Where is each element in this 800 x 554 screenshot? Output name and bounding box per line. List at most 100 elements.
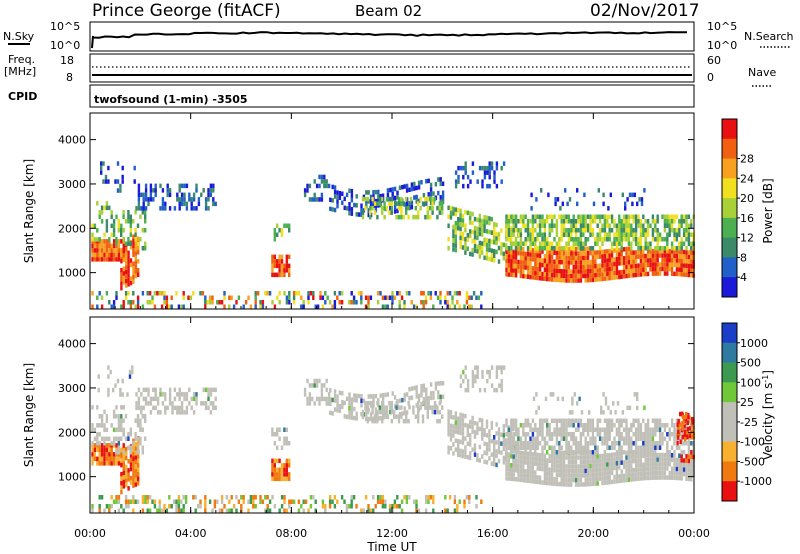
heatmap-cell	[91, 248, 94, 253]
heatmap-cell	[488, 447, 491, 452]
heatmap-cell	[584, 273, 587, 279]
heatmap-cell	[507, 467, 511, 472]
heatmap-cell	[264, 508, 267, 513]
heatmap-cell	[288, 458, 291, 464]
heatmap-cell	[562, 278, 566, 283]
heatmap-cell	[285, 427, 288, 432]
heatmap-cell	[638, 197, 641, 202]
heatmap-cell	[610, 441, 614, 446]
heatmap-cell	[119, 392, 122, 397]
heatmap-cell	[627, 237, 631, 242]
heatmap-cell	[100, 219, 104, 224]
heatmap-cell	[96, 432, 99, 437]
heatmap-cell	[103, 243, 106, 249]
heatmap-cell	[507, 258, 511, 264]
heatmap-cell	[132, 461, 135, 466]
heatmap-cell	[441, 210, 444, 215]
heatmap-cell	[183, 392, 186, 397]
heatmap-cell	[666, 253, 669, 258]
heatmap-cell	[639, 241, 643, 246]
heatmap-cell	[522, 241, 525, 246]
heatmap-cell	[414, 414, 417, 419]
heatmap-cell	[379, 193, 382, 199]
heatmap-cell	[637, 462, 640, 468]
heatmap-cell	[202, 401, 205, 406]
cpid-text: twofsound (1-min) -3505	[94, 93, 248, 106]
nsky-panel: N.Sky 10^5 10^0 10^5 10^0 N.Search	[3, 20, 794, 52]
heatmap-cell	[446, 291, 449, 296]
heatmap-cell	[139, 237, 142, 242]
colorbar-tick-label: 8	[740, 251, 747, 264]
heatmap-cell	[447, 445, 450, 450]
heatmap-cell	[393, 504, 397, 509]
heatmap-cell	[103, 447, 106, 453]
heatmap-cell	[136, 450, 140, 455]
heatmap-cell	[211, 295, 214, 300]
heatmap-cell	[125, 278, 128, 284]
heatmap-cell	[173, 387, 177, 393]
heatmap-cell	[178, 197, 181, 202]
heatmap-cell	[103, 409, 106, 415]
heatmap-cell	[220, 508, 224, 513]
heatmap-cell	[192, 291, 195, 296]
heatmap-cell	[618, 432, 621, 437]
heatmap-cell	[447, 409, 450, 414]
heatmap-cell	[602, 392, 605, 397]
heatmap-cell	[613, 232, 616, 237]
heatmap-cell	[586, 432, 590, 437]
heatmap-cell	[208, 295, 212, 300]
heatmap-cell	[273, 463, 276, 468]
heatmap-cell	[324, 504, 327, 509]
heatmap-cell	[546, 432, 549, 437]
heatmap-cell	[549, 392, 552, 397]
heatmap-cell	[622, 228, 626, 233]
heatmap-cell	[678, 453, 681, 458]
heatmap-cell	[194, 495, 197, 500]
heatmap-cell	[318, 401, 321, 406]
heatmap-cell	[156, 410, 160, 415]
heatmap-cell	[142, 197, 145, 202]
heatmap-cell	[465, 295, 469, 300]
heatmap-cell	[381, 415, 385, 420]
heatmap-cell	[170, 295, 173, 300]
heatmap-cell	[490, 161, 494, 166]
heatmap-cell	[596, 423, 599, 428]
heatmap-cell	[690, 463, 693, 468]
heatmap-cell	[461, 417, 465, 423]
heatmap-cell	[264, 291, 267, 296]
colorbar-tick-label: -100	[740, 436, 765, 449]
heatmap-cell	[478, 417, 481, 423]
heatmap-cell	[483, 228, 486, 233]
heatmap-cell	[168, 401, 172, 406]
heatmap-cell	[608, 466, 611, 471]
heatmap-cell	[127, 277, 130, 283]
heatmap-cell	[127, 300, 130, 305]
heatmap-cell	[627, 214, 631, 219]
heatmap-cell	[656, 232, 659, 237]
heatmap-cell	[91, 456, 94, 462]
heatmap-cell	[608, 266, 611, 272]
heatmap-cell	[541, 219, 544, 224]
heatmap-cell	[632, 450, 635, 455]
heatmap-cell	[627, 445, 631, 450]
heatmap-cell	[373, 414, 377, 419]
heatmap-cell	[129, 232, 132, 237]
heatmap-cell	[429, 291, 433, 296]
heatmap-cell	[103, 436, 106, 442]
heatmap-cell	[105, 504, 109, 509]
heatmap-cell	[292, 499, 296, 504]
heatmap-cell	[505, 223, 508, 228]
heatmap-cell	[666, 441, 669, 446]
heatmap-cell	[625, 273, 628, 279]
heatmap-cell	[178, 392, 181, 397]
heatmap-cell	[273, 472, 276, 477]
heatmap-cell	[384, 504, 387, 509]
heatmap-cell	[112, 228, 116, 233]
heatmap-cell	[459, 426, 462, 431]
heatmap-cell	[483, 242, 486, 247]
heatmap-cell	[156, 396, 160, 402]
heatmap-cell	[139, 423, 142, 428]
heatmap-cell	[360, 508, 363, 513]
heatmap-cell	[495, 449, 498, 454]
heatmap-cell	[522, 473, 525, 478]
